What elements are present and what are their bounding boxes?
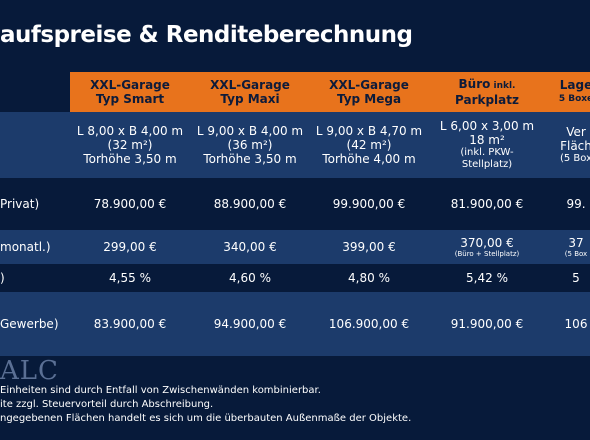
- header-label-cell: [0, 72, 70, 112]
- dimensions-row: L 8,00 x B 4,00 m (32 m²) Torhöhe 3,50 m…: [0, 112, 590, 178]
- table-cell: 106.900,00 €: [328, 317, 410, 331]
- dimensions-cell: L 8,00 x B 4,00 m (32 m²) Torhöhe 3,50 m: [76, 124, 184, 166]
- table-cell: 78.900,00 €: [93, 197, 167, 211]
- row-label: ): [0, 271, 5, 285]
- dimensions-cell: Ver Fläch (5 Box: [559, 125, 590, 164]
- table-cell: 399,00 €: [342, 240, 396, 254]
- table-row: Privat) 78.900,00 € 88.900,00 € 99.900,0…: [0, 178, 590, 230]
- row-label: Privat): [0, 197, 40, 211]
- table-cell: 99.900,00 €: [332, 197, 406, 211]
- page-title: aufspreise & Renditeberechnung: [0, 22, 413, 48]
- column-header-smart: XXL-Garage Typ Smart: [70, 72, 190, 112]
- row-label: Gewerbe): [0, 317, 59, 331]
- footnote-line: Einheiten sind durch Entfall von Zwische…: [0, 385, 321, 396]
- table-row: monatl.) 299,00 € 340,00 € 399,00 € 370,…: [0, 230, 590, 264]
- table-cell: 83.900,00 €: [93, 317, 167, 331]
- company-logo: ALC: [0, 356, 59, 386]
- table-cell: 4,60 %: [229, 271, 271, 285]
- dimensions-cell: L 9,00 x B 4,00 m (36 m²) Torhöhe 3,50 m: [196, 124, 304, 166]
- dimensions-cell: L 9,00 x B 4,70 m (42 m²) Torhöhe 4,00 m: [315, 124, 423, 166]
- table-header-row: XXL-Garage Typ Smart XXL-Garage Typ Maxi…: [0, 72, 590, 112]
- column-header-lager: Lage 5 Boxe: [546, 72, 590, 112]
- footnote-line: ite zzgl. Steuervorteil durch Abschreibu…: [0, 399, 214, 410]
- column-header-maxi: XXL-Garage Typ Maxi: [190, 72, 310, 112]
- footnotes: Einheiten sind durch Entfall von Zwische…: [0, 384, 411, 426]
- table-cell: 106: [564, 317, 588, 331]
- table-cell: 340,00 €: [223, 240, 277, 254]
- table-cell: 370,00 € (Büro + Stellplatz): [454, 235, 520, 258]
- table-cell: 91.900,00 €: [450, 317, 524, 331]
- table-cell: 4,55 %: [109, 271, 151, 285]
- footnote-line: ngegebenen Flächen handelt es sich um di…: [0, 413, 412, 424]
- table-cell: 94.900,00 €: [213, 317, 287, 331]
- table-cell: 299,00 €: [103, 240, 157, 254]
- column-header-buero: Büro inkl. Parkplatz: [428, 72, 546, 112]
- table-cell: 81.900,00 €: [450, 197, 524, 211]
- table-cell: 37 (5 Box: [564, 235, 588, 258]
- table-cell: 88.900,00 €: [213, 197, 287, 211]
- table-row: Gewerbe) 83.900,00 € 94.900,00 € 106.900…: [0, 292, 590, 356]
- dimensions-cell: L 6,00 x 3,00 m 18 m² (inkl. PKW- Stellp…: [439, 119, 535, 170]
- table-cell: 99.: [566, 197, 586, 211]
- table-cell: 5: [572, 271, 580, 285]
- table-row: ) 4,55 % 4,60 % 4,80 % 5,42 % 5: [0, 264, 590, 292]
- table-cell: 5,42 %: [466, 271, 508, 285]
- table-cell: 4,80 %: [348, 271, 390, 285]
- column-header-mega: XXL-Garage Typ Mega: [310, 72, 428, 112]
- row-label: monatl.): [0, 240, 51, 254]
